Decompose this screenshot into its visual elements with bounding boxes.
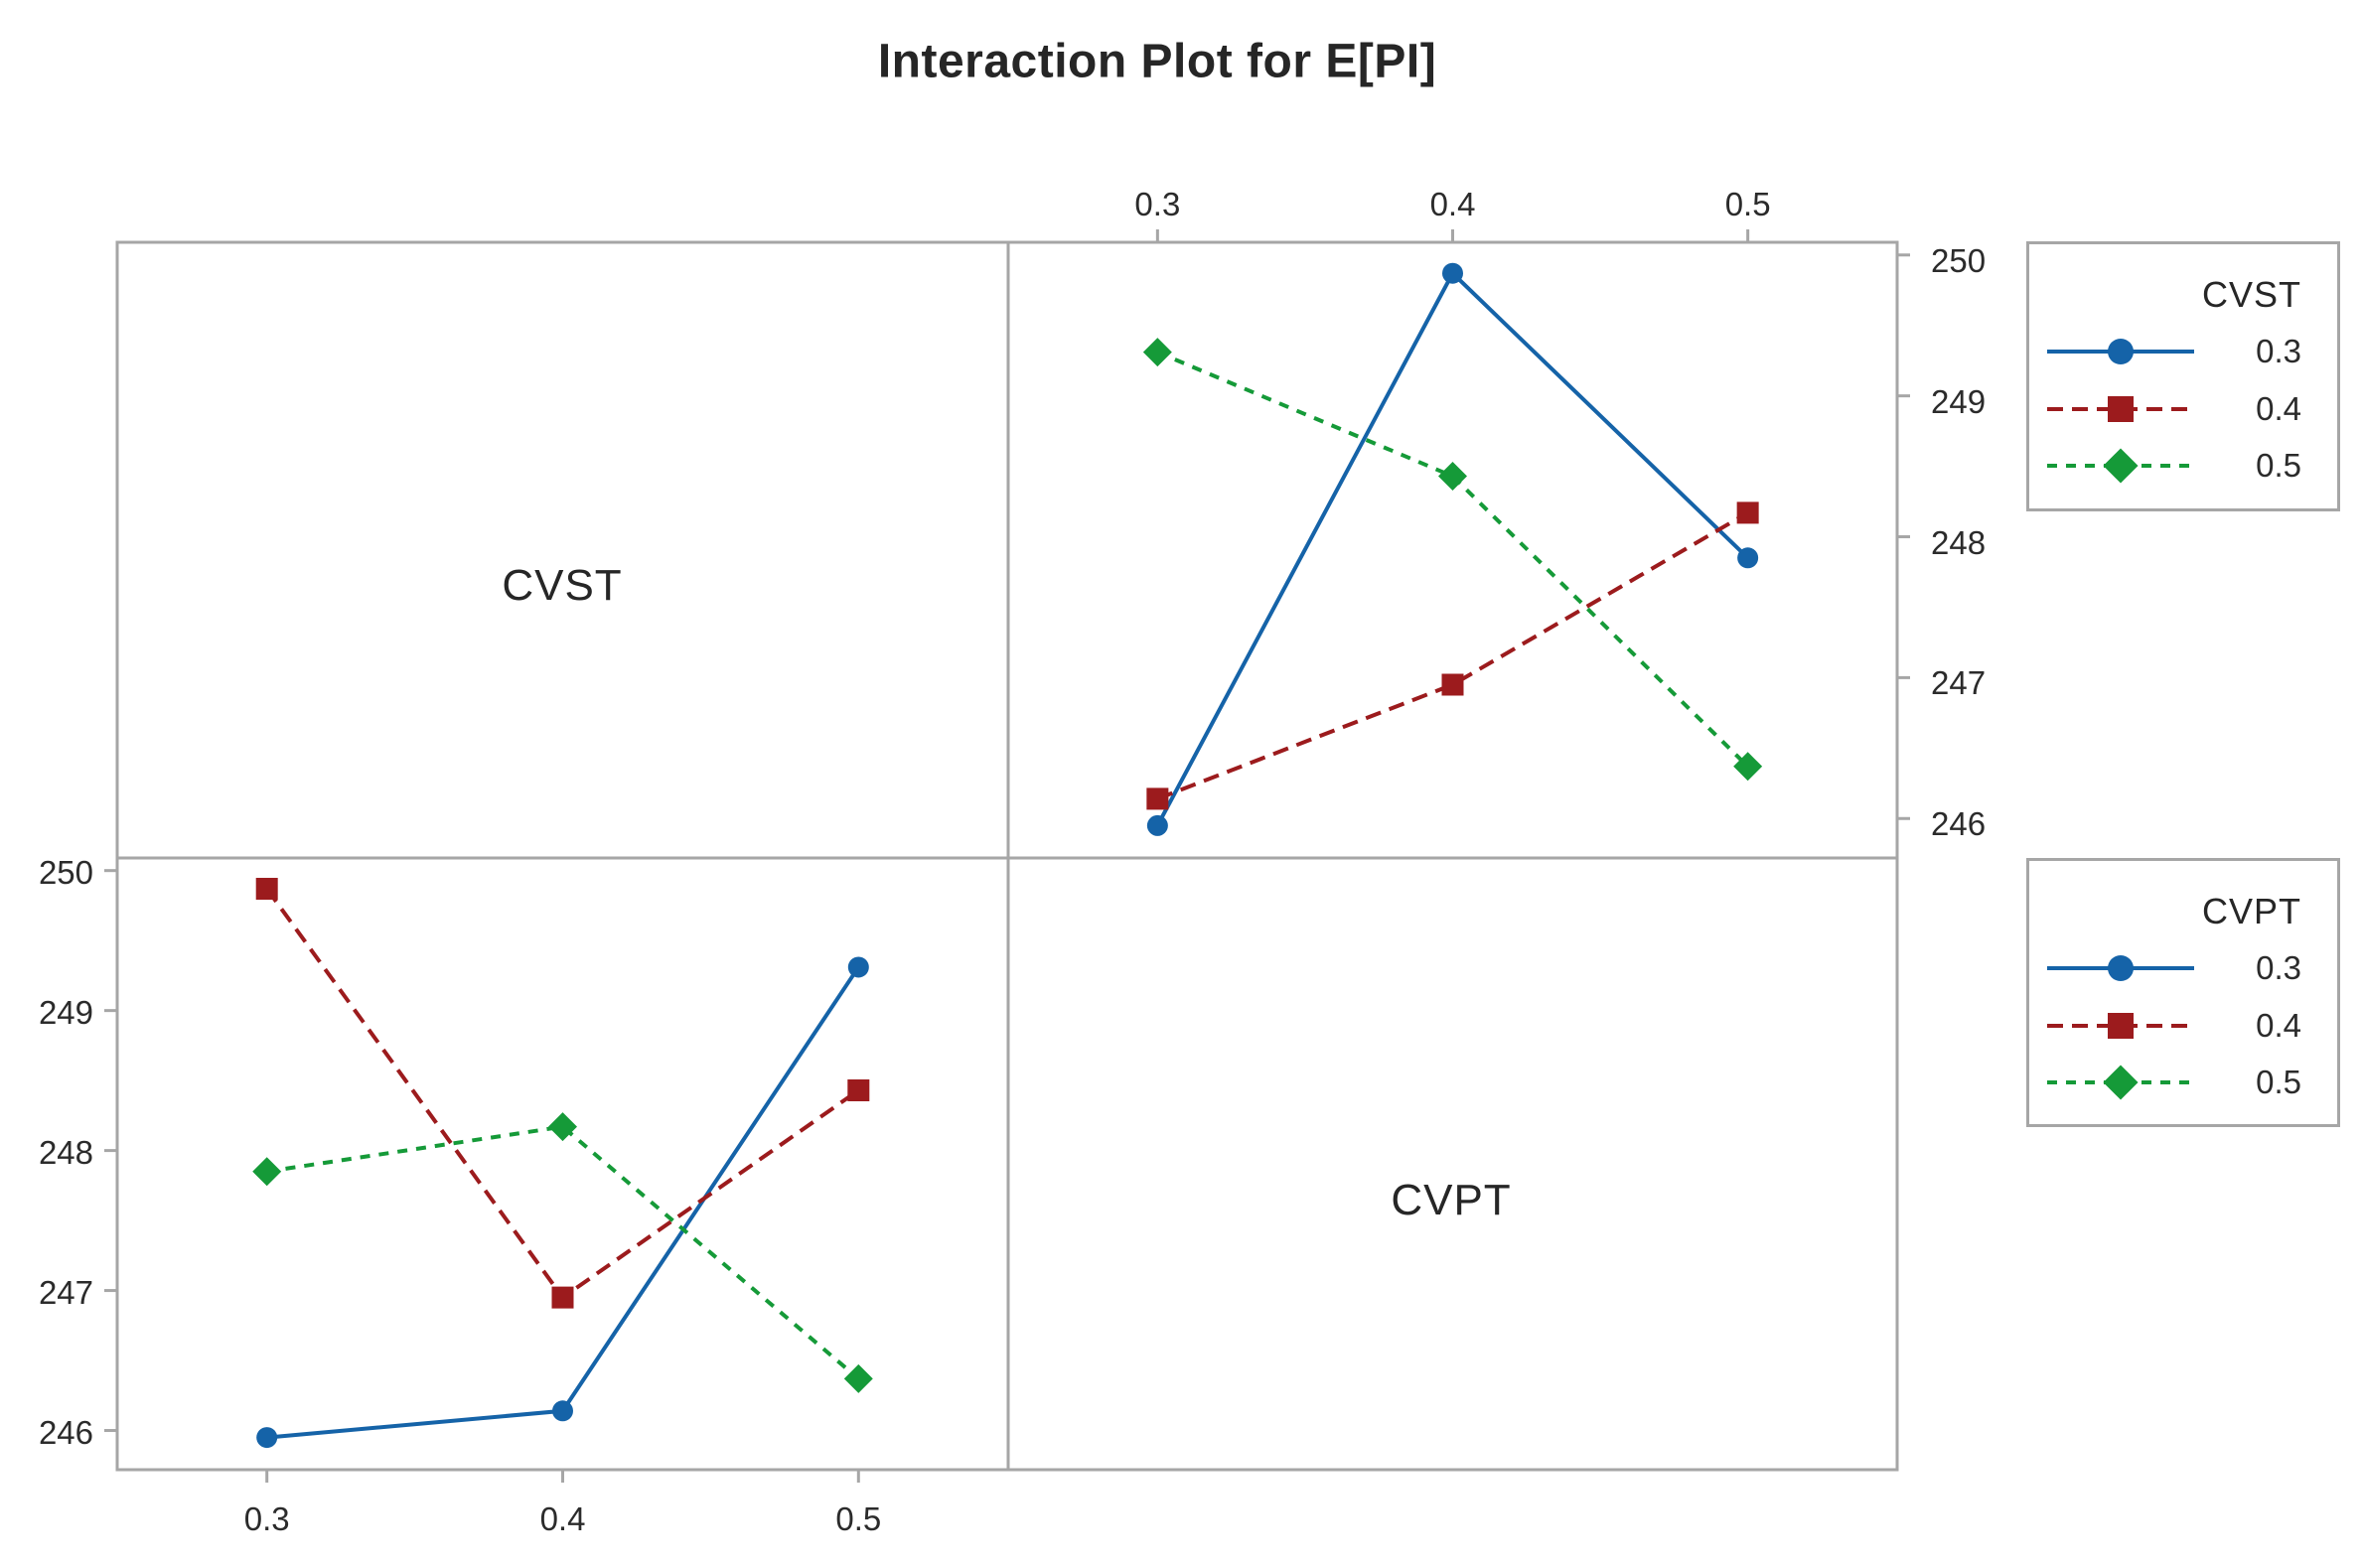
- series-line-cvpt-0.3-pt2-marker-circle: [847, 956, 869, 978]
- top-axis-label-1: 0.4: [1429, 186, 1476, 222]
- series-line-cvpt-0.4: [265, 887, 860, 1301]
- legend-swatch-diamond-icon: [2103, 448, 2139, 484]
- bottom-axis-label-0: 0.3: [243, 1500, 290, 1537]
- legend-cvpt: CVPT 0.3 0.4 0.5: [2026, 858, 2340, 1127]
- legend-swatch-circle-icon: [2108, 339, 2134, 364]
- series-line-cvst-0.4: [1156, 510, 1749, 801]
- legend-cvpt-label-1: 0.4: [2256, 1007, 2301, 1044]
- legend-cvst-swatch-0: [2047, 339, 2194, 364]
- legend-cvst-label-1: 0.4: [2256, 390, 2301, 427]
- legend-cvpt-swatch-2: [2047, 1065, 2194, 1100]
- left-axis-label-1: 249: [38, 993, 93, 1031]
- series-line-cvpt-0.5-pt2-marker-diamond: [843, 1363, 873, 1393]
- bottom-axis-label-2: 0.5: [835, 1500, 882, 1537]
- series-line-cvpt-0.3-pt1-marker-circle: [552, 1400, 573, 1422]
- legend-cvst: CVST 0.3 0.4 0.5: [2026, 241, 2340, 511]
- series-line-cvst-0.5-pt1-marker-diamond: [1438, 462, 1467, 492]
- right-axis-label-3: 247: [1931, 664, 1987, 702]
- legend-cvst-title: CVST: [2201, 274, 2301, 315]
- series-line-cvpt-0.4-pt2-marker-square: [847, 1078, 870, 1101]
- legend-swatch-square-icon: [2108, 1013, 2134, 1039]
- series-line-cvst-0.3-pt1-marker-circle: [1442, 262, 1463, 284]
- left-axis-label-0: 250: [38, 853, 93, 891]
- legend-cvst-swatch-1: [2047, 396, 2194, 422]
- series-line-cvst-0.4-pt0-marker-square: [1146, 787, 1169, 810]
- legend-swatch-diamond-icon: [2103, 1065, 2139, 1100]
- legend-swatch-square-icon: [2108, 396, 2134, 422]
- series-line-cvst-0.5: [1156, 350, 1750, 769]
- series-line-cvpt-0.5-pt0-marker-diamond: [252, 1157, 282, 1187]
- top-axis-label-2: 0.5: [1724, 186, 1771, 222]
- legend-cvpt-label-2: 0.5: [2256, 1064, 2301, 1100]
- series-line-cvpt-0.4-pt1-marker-square: [551, 1286, 574, 1309]
- top-axis-label-0: 0.3: [1134, 186, 1181, 222]
- left-axis-label-2: 248: [38, 1133, 93, 1171]
- series-line-cvpt-0.3: [266, 965, 860, 1440]
- right-axis-label-4: 246: [1931, 805, 1987, 843]
- series-line-cvst-0.3-pt2-marker-circle: [1737, 547, 1759, 569]
- series-line-cvst-0.4-pt1-marker-square: [1441, 673, 1464, 696]
- chart-title: Interaction Plot for E[PI]: [877, 35, 1437, 88]
- legend-cvst-label-0: 0.3: [2256, 333, 2301, 369]
- left-axis-label-3: 247: [38, 1273, 93, 1311]
- series-line-cvst-0.5-pt0-marker-diamond: [1142, 338, 1172, 367]
- series-line-cvst-0.4-pt2-marker-square: [1736, 501, 1759, 524]
- right-axis-label-1: 249: [1931, 382, 1987, 420]
- legend-cvst-swatch-2: [2047, 448, 2194, 484]
- legend-cvpt-label-0: 0.3: [2256, 949, 2301, 986]
- series-line-cvst-0.3-pt0-marker-circle: [1146, 814, 1168, 836]
- right-axis-label-2: 248: [1931, 523, 1987, 561]
- series-line-cvpt-0.3-pt0-marker-circle: [256, 1427, 278, 1449]
- panel-label-cvst: CVST: [502, 561, 623, 610]
- series-line-cvpt-0.5-pt1-marker-diamond: [548, 1112, 577, 1142]
- left-axis-label-4: 246: [38, 1413, 93, 1451]
- legend-swatch-circle-icon: [2108, 955, 2134, 981]
- legend-cvpt-swatch-1: [2047, 1013, 2194, 1039]
- legend-cvpt-swatch-0: [2047, 955, 2194, 981]
- series-line-cvpt-0.4-pt0-marker-square: [255, 878, 278, 901]
- panel-label-cvpt: CVPT: [1391, 1176, 1512, 1224]
- series-line-cvpt-0.5: [266, 1124, 860, 1380]
- series-line-cvst-0.3: [1155, 269, 1750, 827]
- bottom-axis-label-1: 0.4: [539, 1500, 586, 1537]
- legend-cvpt-title: CVPT: [2201, 891, 2301, 931]
- legend-cvst-label-2: 0.5: [2256, 447, 2301, 484]
- series-line-cvst-0.5-pt2-marker-diamond: [1733, 752, 1763, 782]
- right-axis-label-0: 250: [1931, 241, 1987, 279]
